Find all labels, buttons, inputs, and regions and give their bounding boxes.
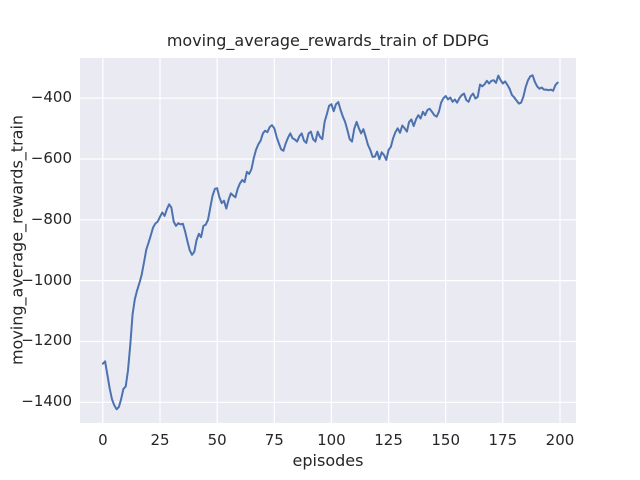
x-tick-label: 175 [488, 431, 518, 449]
y-tick-label: −600 [30, 148, 72, 167]
chart-title: moving_average_rewards_train of DDPG [166, 31, 490, 50]
y-tick-label: −1000 [21, 270, 72, 289]
x-tick-label: 50 [207, 431, 227, 449]
y-tick-label: −1200 [21, 331, 72, 350]
x-tick-label: 25 [150, 431, 170, 449]
series-line-moving_average_rewards_train [101, 74, 559, 411]
y-tick-label: −400 [30, 88, 72, 107]
x-tick-label: 150 [431, 431, 461, 449]
x-tick-label: 75 [264, 431, 284, 449]
x-tick-label: 0 [98, 431, 108, 449]
y-tick-label: −1400 [21, 392, 72, 411]
x-axis-label: episodes [292, 451, 364, 470]
x-tick-label: 100 [317, 431, 346, 449]
x-tick-label: 200 [545, 431, 575, 449]
axes-background [80, 58, 576, 423]
y-tick-label: −800 [30, 209, 72, 228]
x-tick-label: 125 [374, 431, 403, 449]
